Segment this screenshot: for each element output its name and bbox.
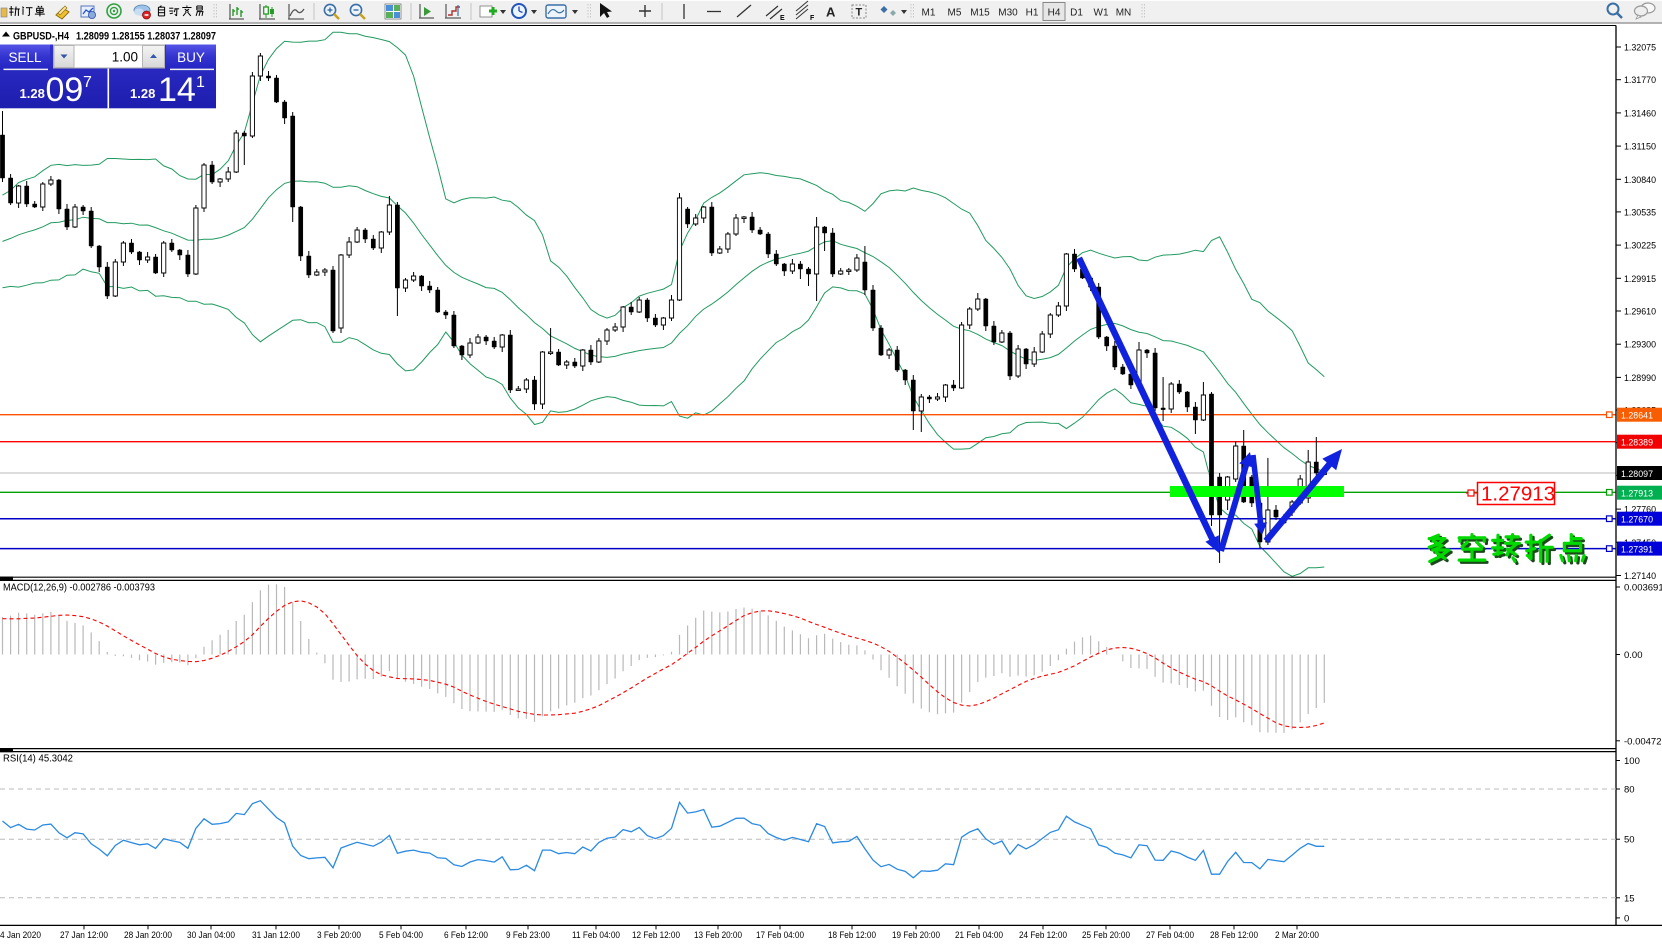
svg-text:M30: M30: [998, 8, 1018, 19]
svg-text:19 Feb 20:00: 19 Feb 20:00: [892, 930, 940, 941]
svg-text:28 Feb 12:00: 28 Feb 12:00: [1210, 930, 1258, 941]
svg-text:5 Feb 04:00: 5 Feb 04:00: [379, 930, 423, 941]
svg-text:31 Jan 12:00: 31 Jan 12:00: [252, 930, 300, 941]
svg-text:1.30840: 1.30840: [1624, 175, 1656, 186]
svg-text:1: 1: [196, 74, 205, 91]
svg-text:1.00: 1.00: [112, 50, 138, 65]
svg-text:28 Jan 20:00: 28 Jan 20:00: [124, 930, 172, 941]
svg-text:1.30535: 1.30535: [1624, 207, 1656, 218]
svg-text:W1: W1: [1094, 8, 1109, 19]
svg-text:1.28: 1.28: [130, 86, 155, 101]
svg-text:27 Feb 04:00: 27 Feb 04:00: [1146, 930, 1194, 941]
svg-text:24 Feb 12:00: 24 Feb 12:00: [1019, 930, 1067, 941]
svg-text:BUY: BUY: [177, 50, 205, 65]
svg-text:GBPUSD-,H4: GBPUSD-,H4: [13, 31, 70, 43]
svg-text:13 Feb 20:00: 13 Feb 20:00: [694, 930, 742, 941]
svg-text:M5: M5: [948, 8, 962, 19]
svg-text:1.29915: 1.29915: [1624, 274, 1656, 285]
svg-text:1.27391: 1.27391: [1621, 544, 1653, 555]
svg-text:15: 15: [1624, 893, 1635, 904]
svg-text:1.27140: 1.27140: [1624, 571, 1656, 582]
svg-text:0: 0: [1624, 913, 1629, 924]
svg-text:MACD(12,26,9) -0.002786 -0.003: MACD(12,26,9) -0.002786 -0.003793: [3, 583, 155, 594]
svg-text:E: E: [780, 15, 785, 22]
svg-text:12 Feb 12:00: 12 Feb 12:00: [632, 930, 680, 941]
svg-text:A: A: [826, 5, 836, 20]
svg-text:1.29610: 1.29610: [1624, 307, 1656, 318]
svg-text:1.28099 1.28155 1.28037 1.2809: 1.28099 1.28155 1.28037 1.28097: [76, 31, 216, 43]
svg-text:6 Feb 12:00: 6 Feb 12:00: [444, 930, 488, 941]
svg-text:11 Feb 04:00: 11 Feb 04:00: [572, 930, 620, 941]
svg-text:3 Feb 20:00: 3 Feb 20:00: [317, 930, 361, 941]
svg-text:4 Jan 2020: 4 Jan 2020: [0, 930, 41, 941]
svg-text:0.003691: 0.003691: [1624, 583, 1662, 594]
svg-text:0.00: 0.00: [1624, 650, 1643, 661]
svg-text:1.28990: 1.28990: [1624, 373, 1656, 384]
svg-text:1.30225: 1.30225: [1624, 241, 1656, 252]
svg-text:1.28: 1.28: [20, 86, 45, 101]
svg-text:H1: H1: [1026, 8, 1039, 19]
svg-text:1.28097: 1.28097: [1621, 469, 1653, 480]
svg-text:100: 100: [1624, 756, 1640, 767]
svg-text:18 Feb 12:00: 18 Feb 12:00: [828, 930, 876, 941]
svg-text:RSI(14) 45.3042: RSI(14) 45.3042: [3, 754, 73, 765]
svg-text:M1: M1: [922, 8, 936, 19]
svg-text:T: T: [856, 7, 863, 19]
svg-text:1.27760: 1.27760: [1624, 505, 1656, 516]
svg-text:30 Jan 04:00: 30 Jan 04:00: [187, 930, 235, 941]
svg-text:1.28389: 1.28389: [1621, 438, 1653, 449]
svg-text:2 Mar 20:00: 2 Mar 20:00: [1275, 930, 1319, 941]
svg-text:80: 80: [1624, 785, 1635, 796]
svg-text:1.27670: 1.27670: [1621, 515, 1653, 526]
svg-text:D1: D1: [1070, 8, 1083, 19]
svg-text:7: 7: [83, 74, 92, 91]
svg-text:1.28641: 1.28641: [1621, 411, 1653, 422]
svg-text:H4: H4: [1048, 8, 1061, 19]
svg-text:SELL: SELL: [8, 50, 42, 65]
svg-text:25 Feb 20:00: 25 Feb 20:00: [1082, 930, 1130, 941]
svg-text:1.27913: 1.27913: [1481, 483, 1555, 506]
svg-text:1.32075: 1.32075: [1624, 43, 1656, 54]
svg-text:9 Feb 23:00: 9 Feb 23:00: [506, 930, 550, 941]
svg-text:27 Jan 12:00: 27 Jan 12:00: [60, 930, 108, 941]
svg-text:14: 14: [158, 71, 196, 109]
svg-text:1.27913: 1.27913: [1621, 489, 1653, 500]
svg-text:09: 09: [46, 71, 84, 109]
svg-text:1.31770: 1.31770: [1624, 75, 1656, 86]
svg-text:17 Feb 04:00: 17 Feb 04:00: [756, 930, 804, 941]
svg-text:F: F: [810, 15, 815, 22]
svg-text:21 Feb 04:00: 21 Feb 04:00: [955, 930, 1003, 941]
svg-text:M15: M15: [970, 8, 990, 19]
svg-text:50: 50: [1624, 835, 1635, 846]
svg-text:1.29300: 1.29300: [1624, 340, 1656, 351]
svg-text:1.31150: 1.31150: [1624, 142, 1656, 153]
svg-text:MN: MN: [1116, 8, 1132, 19]
svg-text:1.31460: 1.31460: [1624, 108, 1656, 119]
